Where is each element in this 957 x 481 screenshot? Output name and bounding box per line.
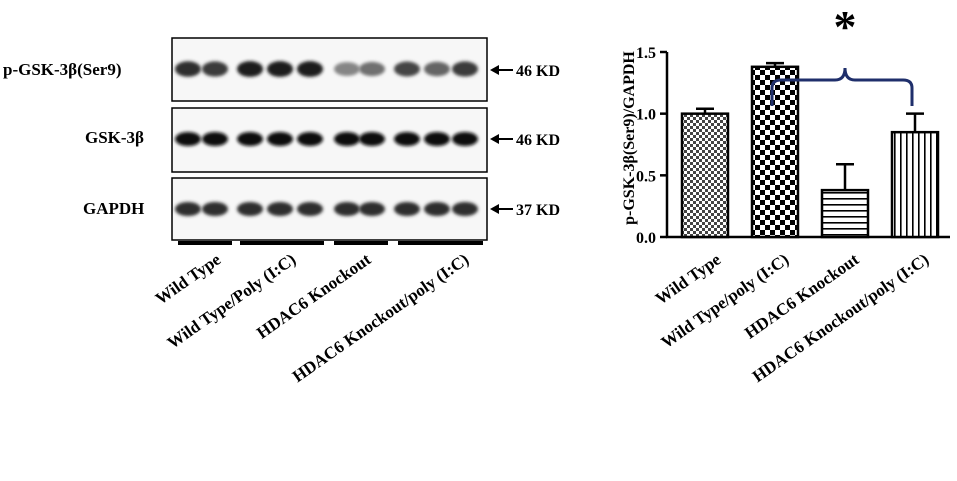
- blot-band: [267, 61, 293, 77]
- bar: [820, 188, 870, 239]
- blot-band: [452, 132, 478, 146]
- blot-band: [359, 202, 385, 216]
- blot-band: [297, 202, 323, 216]
- y-tick-label: 0.0: [636, 230, 656, 247]
- significance-star: *: [834, 1, 857, 52]
- blot-band: [175, 132, 201, 146]
- x-tick-label: HDAC6 Knockout: [741, 250, 862, 343]
- blot-band: [424, 132, 450, 146]
- bar: [750, 65, 800, 239]
- blot-band: [175, 61, 201, 77]
- blot-band: [394, 61, 420, 77]
- y-tick-label: 0.5: [636, 168, 656, 185]
- blot-band: [267, 202, 293, 216]
- group-label: HDAC6 Knockout/poly (I:C): [289, 250, 472, 386]
- significance-bracket-line: [770, 67, 914, 106]
- size-marker: 46 KD: [490, 132, 560, 149]
- size-label: 46 KD: [516, 63, 560, 80]
- size-marker: 37 KD: [490, 202, 560, 219]
- bar: [680, 112, 730, 239]
- blot-band: [334, 202, 360, 216]
- bars: [680, 65, 940, 239]
- blot-band: [334, 62, 360, 76]
- blot-row-label: GSK-3β: [85, 128, 144, 147]
- y-tick-label: 1.0: [636, 107, 656, 124]
- blot-band: [202, 61, 228, 77]
- group-bar: [178, 241, 232, 245]
- blot-band: [424, 202, 450, 216]
- blot-band: [452, 61, 478, 77]
- bar-chart: p-GSK-3β(Ser9)/GAPDH 0.0 0.5 1.0 1.5 Wild T…: [621, 1, 950, 386]
- group-label: Wild Type/Poly (I:C): [164, 250, 299, 353]
- group-bar: [334, 241, 388, 245]
- blot-band: [394, 132, 420, 146]
- blot-band: [237, 61, 263, 77]
- western-blot: p-GSK-3β(Ser9) GSK-3β GAPDH 46 KD 46 KD …: [3, 37, 560, 386]
- error-bars: [696, 61, 924, 191]
- group-label: Wild Type: [152, 249, 225, 308]
- blot-band: [359, 61, 385, 77]
- blot-row-label: GAPDH: [83, 199, 144, 218]
- blot-band: [359, 132, 385, 146]
- blot-row-label: p-GSK-3β(Ser9): [3, 60, 122, 79]
- size-label: 37 KD: [516, 202, 560, 219]
- blot-band: [297, 132, 323, 146]
- bar: [890, 130, 940, 239]
- blot-band: [237, 202, 263, 216]
- group-bar: [240, 241, 324, 245]
- size-label: 46 KD: [516, 132, 560, 149]
- blot-band: [297, 61, 323, 77]
- significance-bracket: *: [770, 1, 914, 106]
- blot-band: [175, 202, 201, 216]
- x-tick-label: Wild Type/poly (I:C): [658, 250, 793, 352]
- group-bar: [398, 241, 483, 245]
- y-axis: 0.0 0.5 1.0 1.5: [636, 45, 669, 247]
- y-axis-label: p-GSK-3β(Ser9)/GAPDH: [621, 51, 638, 225]
- blot-band: [394, 202, 420, 216]
- y-tick-label: 1.5: [636, 45, 656, 62]
- blot-band: [237, 132, 263, 146]
- blot-band: [452, 202, 478, 216]
- blot-band: [267, 132, 293, 146]
- blot-band: [424, 61, 450, 77]
- blot-band: [202, 132, 228, 146]
- blot-band: [334, 132, 360, 146]
- size-marker: 46 KD: [490, 63, 560, 80]
- blot-band: [202, 202, 228, 216]
